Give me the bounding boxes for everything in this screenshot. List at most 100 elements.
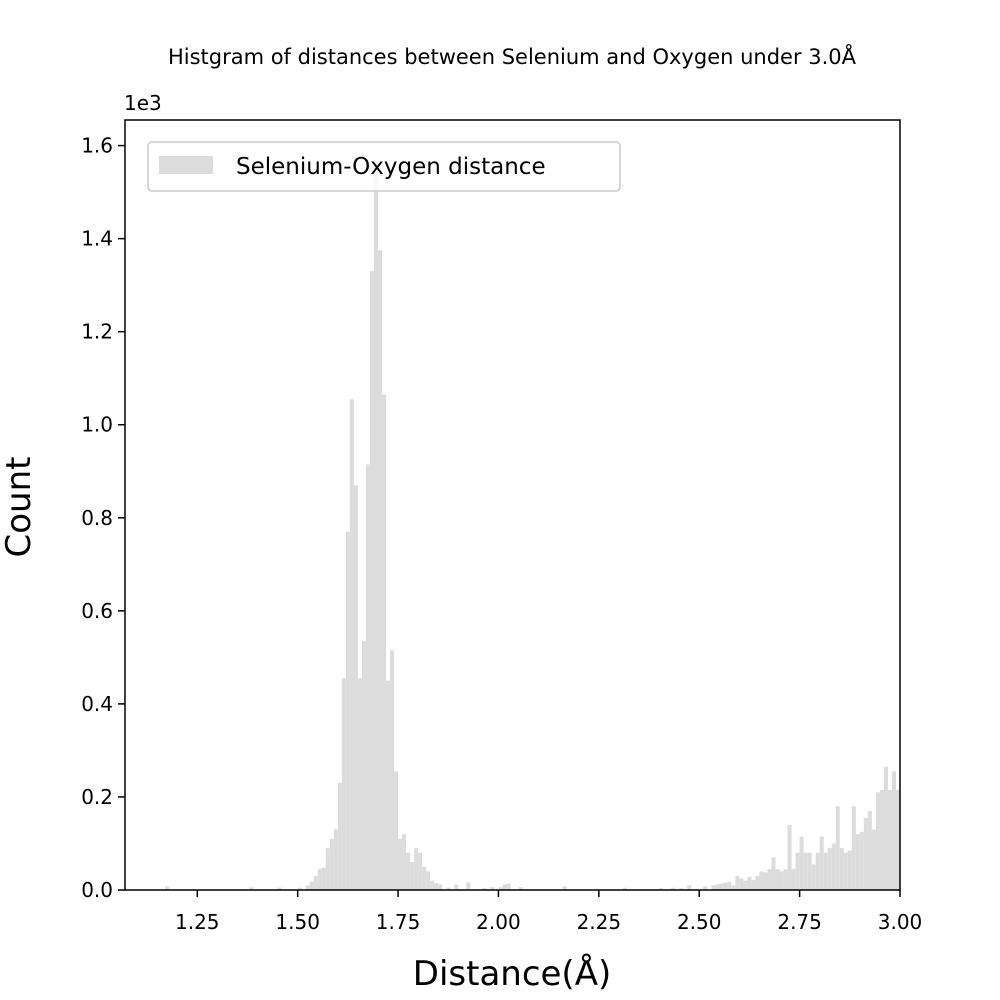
histogram-bar [498, 887, 503, 890]
histogram-bar [703, 886, 708, 890]
x-tick-label: 1.50 [275, 910, 320, 934]
y-tick-label: 0.0 [81, 878, 113, 902]
histogram-bar [313, 876, 318, 890]
y-tick-label: 0.8 [81, 506, 113, 530]
histogram-bar [775, 869, 780, 890]
histogram-bar [357, 678, 362, 890]
histogram-bar [755, 876, 760, 890]
histogram-bar [835, 806, 840, 890]
x-tick-label: 2.75 [777, 910, 822, 934]
histogram-bar [747, 876, 752, 890]
histogram-bar [361, 641, 366, 890]
histogram-bar [863, 817, 868, 890]
histogram-bar [305, 885, 310, 890]
histogram-bar [386, 680, 391, 890]
legend-box [147, 141, 621, 192]
histogram-bar [410, 862, 415, 890]
histogram-bar [325, 848, 330, 890]
histogram-bar [819, 836, 824, 890]
x-tick-label: 1.75 [376, 910, 421, 934]
histogram-bar [779, 871, 784, 890]
histogram-bar [735, 876, 740, 890]
histogram-bar [767, 869, 772, 890]
histogram-bar [811, 864, 816, 890]
histogram-bar [875, 792, 880, 890]
histogram-bar [823, 852, 828, 890]
histogram-bar [422, 866, 427, 890]
x-axis-label: Distance(Å) [413, 953, 611, 994]
histogram-bar [297, 887, 302, 890]
histogram-bar [851, 806, 856, 890]
histogram-bar [867, 810, 872, 890]
x-axis-ticks: 1.25 1.50 1.75 2.00 2.25 2.50 2.75 3.00 [175, 890, 922, 934]
histogram-bar [659, 888, 664, 890]
histogram-bar [687, 885, 692, 890]
histogram-bar [277, 887, 282, 890]
histogram-bar [438, 884, 443, 890]
y-axis-label: Count [0, 457, 39, 558]
histogram-bar [373, 164, 378, 890]
histogram-bar [895, 789, 900, 890]
legend: Selenium-Oxygen distance [147, 141, 621, 192]
histogram-bar [398, 838, 403, 890]
histogram-bar [743, 880, 748, 890]
histogram-bar [446, 887, 451, 890]
histogram-bar [502, 884, 507, 890]
histogram-bar [671, 887, 676, 890]
histogram-bar [490, 887, 495, 890]
histogram-bar [622, 887, 627, 890]
histogram-bar [859, 831, 864, 890]
histogram-bar [891, 771, 896, 890]
histogram-bar [165, 886, 170, 890]
histogram-bar [562, 886, 567, 890]
histogram-bar [843, 852, 848, 890]
histogram-bar [434, 883, 439, 890]
x-tick-label: 1.25 [175, 910, 220, 934]
histogram-bar [454, 884, 459, 890]
y-tick-label: 0.2 [81, 785, 113, 809]
histogram-bar [719, 883, 724, 890]
histogram-bar [353, 485, 358, 890]
histogram-bar [482, 888, 487, 890]
histogram-bar [803, 852, 808, 890]
histogram-bar [883, 766, 888, 890]
y-tick-label: 1.0 [81, 413, 113, 437]
histogram-bar [815, 852, 820, 890]
histogram-bar [799, 836, 804, 890]
y-axis-multiplier: 1e3 [124, 91, 162, 115]
histogram-bar [317, 869, 322, 890]
histogram-bar [723, 882, 728, 890]
plot-frame [124, 119, 901, 891]
histogram-bar [341, 678, 346, 890]
histogram-bar [871, 829, 876, 890]
histogram-bar [390, 650, 395, 890]
histogram-bar [406, 852, 411, 890]
histogram-bar [506, 883, 511, 890]
histogram-bar [369, 271, 374, 891]
y-tick-label: 0.6 [81, 599, 113, 623]
histogram-bar [381, 394, 387, 890]
histogram-bar [759, 871, 764, 890]
y-tick-label: 0.4 [81, 692, 113, 716]
histogram-bar [430, 880, 435, 890]
histogram-bar [679, 888, 684, 890]
histogram-bar [711, 885, 716, 890]
histogram-bar [365, 464, 370, 890]
histogram-bar [831, 843, 836, 890]
histogram-bar [763, 872, 768, 890]
histogram-bar [337, 782, 342, 890]
y-tick-label: 1.6 [81, 134, 113, 158]
histogram-bar [807, 852, 812, 890]
histogram-bar [727, 881, 732, 890]
histogram-bar [418, 852, 423, 890]
legend-label: Selenium-Oxygen distance [236, 154, 546, 180]
histogram-bar [731, 885, 736, 890]
histogram-bars [165, 164, 900, 891]
histogram-bar [847, 850, 852, 890]
histogram-bar [466, 882, 471, 890]
histogram-bar [321, 867, 326, 890]
histogram-bar [345, 531, 350, 890]
y-tick-label: 1.2 [81, 320, 113, 344]
histogram-bar [855, 834, 860, 890]
